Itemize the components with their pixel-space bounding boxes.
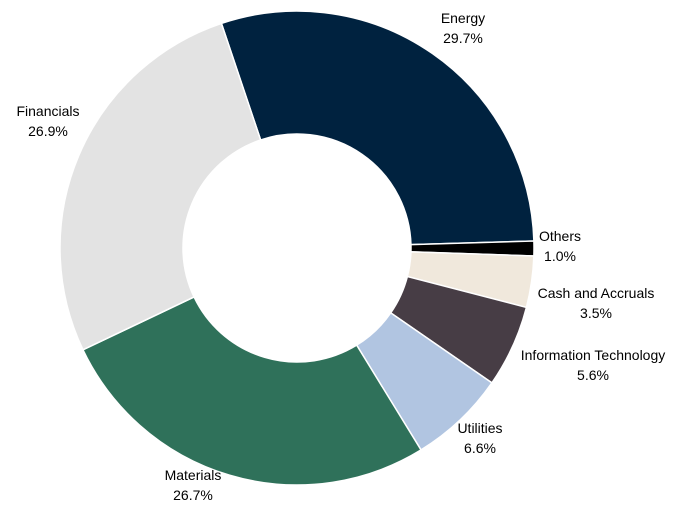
slice-label-value: 5.6% — [577, 367, 609, 383]
slice-energy — [220, 10, 535, 246]
slice-label-name: Utilities — [457, 420, 502, 436]
slice-financials — [59, 22, 262, 351]
slice-label-value: 26.9% — [28, 123, 68, 139]
slice-label-value: 29.7% — [443, 30, 483, 46]
slice-label-others: Others 1.0% — [539, 228, 581, 264]
slice-label-utilities: Utilities 6.6% — [457, 420, 502, 456]
slice-label-name: Energy — [441, 10, 485, 26]
slice-label-energy: Energy 29.7% — [441, 10, 485, 46]
slice-label-name: Others — [539, 228, 581, 244]
slice-label-information-technology: Information Technology 5.6% — [521, 347, 666, 383]
slice-label-value: 3.5% — [580, 305, 612, 321]
slice-label-materials: Materials 26.7% — [165, 467, 222, 503]
slice-label-financials: Financials 26.9% — [16, 103, 79, 139]
slice-label-value: 26.7% — [173, 487, 213, 503]
slice-label-name: Cash and Accruals — [538, 285, 655, 301]
slice-materials — [81, 295, 423, 486]
slice-label-name: Financials — [16, 103, 79, 119]
slice-labels: Energy 29.7% Others 1.0% Cash and Accruals 3.… — [16, 10, 665, 503]
slice-label-cash-and-accruals: Cash and Accruals 3.5% — [538, 285, 655, 321]
slice-label-name: Information Technology — [521, 347, 666, 363]
slice-label-value: 6.6% — [464, 440, 496, 456]
slice-label-value: 1.0% — [544, 248, 576, 264]
slice-label-name: Materials — [165, 467, 222, 483]
donut-slices — [59, 10, 535, 486]
